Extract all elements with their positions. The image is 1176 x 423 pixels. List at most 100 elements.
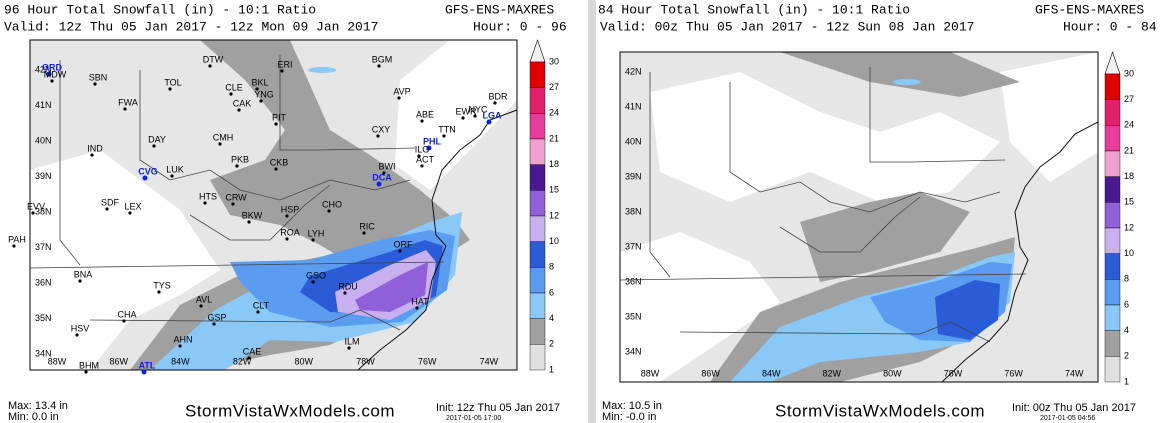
city-label: CLE [225,82,243,92]
city-label: CAE [243,346,262,356]
colorbar-segment [1104,227,1121,254]
colorbar-segment [1104,279,1121,306]
colorbar-segment [529,344,546,371]
city-label: TYS [153,280,171,290]
city-dot [168,87,172,91]
colorbar-segment [1104,356,1121,383]
map-frame [29,39,518,371]
site-name: StormVistaWxModels.com [775,401,985,420]
city-dot [343,291,347,295]
panel-divider [588,0,596,423]
max-value: Max: 13.4 in [8,400,68,412]
colorbar-label: 15 [549,185,559,195]
colorbar-segment [1104,253,1121,280]
city-label: DCA [372,172,392,182]
colorbar-label: 10 [1124,248,1134,258]
city-dot [229,92,233,96]
snowfall-area [355,262,428,312]
lat-label: 41N [35,100,52,110]
map-panel: 84 Hour Total Snowfall (in) - 10:1 Ratio… [598,2,1157,422]
city-label: BHM [79,360,99,370]
lat-label: 36N [35,277,52,287]
state-border [59,60,81,266]
city-dot [377,64,381,68]
colorbar-segment [529,215,546,242]
city-dot [237,108,241,112]
city-dot [84,370,88,374]
city-label: PIT [272,112,287,122]
city-dot [442,134,446,138]
city-label: PKB [231,154,249,164]
timestamp: 2017-01-05 17:00 [446,415,501,422]
city-label: ERI [277,59,292,69]
city-label: MDW [44,69,67,79]
colorbar-label: 27 [549,82,559,92]
city-label: ROA [280,227,300,237]
min-value: Min: -0.0 in [602,411,656,423]
city-dot [420,119,424,123]
city-label: TTN [438,124,456,134]
colorbar-label: 6 [1124,299,1129,309]
city-dot [382,171,386,175]
lake-max [308,67,337,73]
snowfall-area [1000,52,1098,182]
snowfall-area [650,72,1000,202]
lon-label: 86W [701,368,720,378]
city-label: CVG [138,166,158,176]
city-dot [75,333,79,337]
snowfall-area [30,150,220,370]
city-label: SDF [101,197,120,207]
city-dot [426,145,432,151]
lon-label: 78W [356,356,375,366]
city-dot [259,99,263,103]
city-label: ABE [416,109,434,119]
hour-range: Hour: 0 - 84 [1063,19,1157,34]
city-label: TOL [164,77,181,87]
city-label: CAK [233,98,252,108]
city-dot [347,346,351,350]
state-border [679,321,991,343]
lat-label: 41N [625,101,642,111]
colorbar-label: 12 [549,210,559,220]
city-dot [93,82,97,86]
city-label: CHO [322,199,342,209]
colorbar-segment [529,87,546,114]
city-label: LYH [308,228,325,238]
colorbar-label: 1 [549,364,554,374]
city-label: SBN [89,72,108,82]
city-dot [203,201,207,205]
colorbar-segment [529,113,546,140]
lon-label: 80W [883,368,902,378]
city-label: AVP [393,86,410,96]
colorbar-label: 8 [1124,274,1129,284]
valid-range: Valid: 00z Thu 05 Jan 2017 - 12z Sun 08 … [600,19,974,34]
snowfall-area [200,40,470,275]
city-dot [231,202,235,206]
city-dot [461,116,465,120]
colorbar-segment [1104,330,1121,357]
city-label: ORD [42,62,63,72]
state-border [649,72,671,278]
snowfall-area [800,192,970,282]
city-label: CMH [213,132,234,142]
city-label: CKB [270,157,289,167]
city-dot [398,249,402,253]
state-border [869,67,1006,163]
lat-label: 42N [625,66,642,76]
colorbar-label: 21 [1124,145,1134,155]
city-dot [142,175,148,181]
city-dot [311,280,315,284]
colorbar-label: 24 [549,108,559,118]
city-label: LUK [166,164,184,174]
state-border [729,82,1001,213]
lon-label: 76W [1004,368,1023,378]
city-dot [420,164,424,168]
city-label: DTW [203,54,224,64]
colorbar-label: 30 [549,56,559,66]
colorbar-label: 6 [549,287,554,297]
colorbar-segment [529,292,546,319]
init-time: Init: 12z Thu 05 Jan 2017 [436,402,560,414]
city-label: HSV [71,323,90,333]
city-label: BGM [372,54,393,64]
